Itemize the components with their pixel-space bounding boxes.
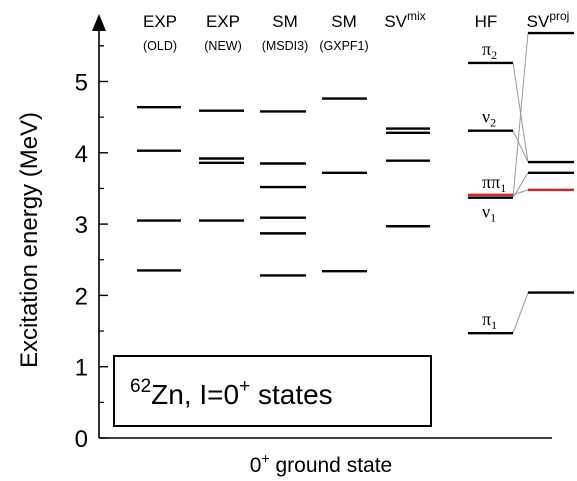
level-label: ππ1 [482,172,506,195]
column-header-6: SVproj [527,9,570,31]
nucleus-mass: 62 [130,376,151,397]
connector-line [512,130,529,163]
column-header-name: SV [384,12,407,31]
x-axis-label-main: 0 [250,454,262,477]
column-subheader-2: (MSDI3) [262,39,309,53]
nucleus-spin-sup: + [239,376,250,397]
y-tick-label: 5 [75,70,88,97]
column-subheader-0: (OLD) [143,39,177,53]
level-label: ν2 [482,107,496,130]
y-tick-label: 4 [75,141,88,168]
column-header-sup: mix [407,9,426,23]
column-header-name: SM [272,12,298,31]
connector-line [512,172,529,198]
column-header-name: EXP [206,12,240,31]
column-header-4: SVmix [384,9,425,31]
column-headers: EXP(OLD)EXP(NEW)SM(MSDI3)SM(GXPF1)SVmix H… [143,9,569,53]
y-axis-label: Excitation energy (MeV) [16,112,43,368]
level-label: ν1 [482,202,496,225]
y-tick-label: 1 [75,355,88,382]
y-tick-label: 2 [75,283,88,310]
column-header-5: HF [475,12,498,31]
hf-annotations: π1 ν1 ππ1 ν2 π2 [482,39,506,332]
column-header-2: SM [272,12,298,31]
column-header-name: SV [527,12,550,31]
connector-line [512,32,529,198]
nucleus-label: 62Zn, I=0+ states [130,376,333,410]
column-header-1: EXP [206,12,240,31]
level-label: π2 [482,39,497,62]
nucleus-label-box [113,355,432,427]
y-tick-label: 0 [75,426,88,453]
column-header-3: SM [331,12,357,31]
level-label: π1 [482,309,497,332]
y-ticks: 0 1 2 3 4 5 [75,45,108,453]
nucleus-rest: states [250,379,332,410]
column-header-0: EXP [143,12,177,31]
connector-line [512,292,529,334]
column-subheader-1: (NEW) [204,39,242,53]
column-subheader-3: (GXPF1) [319,39,368,53]
y-axis-arrow [92,14,106,31]
column-header-name: HF [475,12,498,31]
y-tick-label: 3 [75,212,88,239]
column-header-sup: proj [549,9,569,23]
x-axis-label-sup: + [261,450,269,466]
column-header-name: EXP [143,12,177,31]
x-axis-label-rest: ground state [270,454,393,477]
nucleus-element: Zn, I=0 [151,379,239,410]
level-lines [137,31,574,335]
x-axis-label: 0+ ground state [250,450,392,477]
column-header-name: SM [331,12,357,31]
connector-lines [512,32,529,334]
